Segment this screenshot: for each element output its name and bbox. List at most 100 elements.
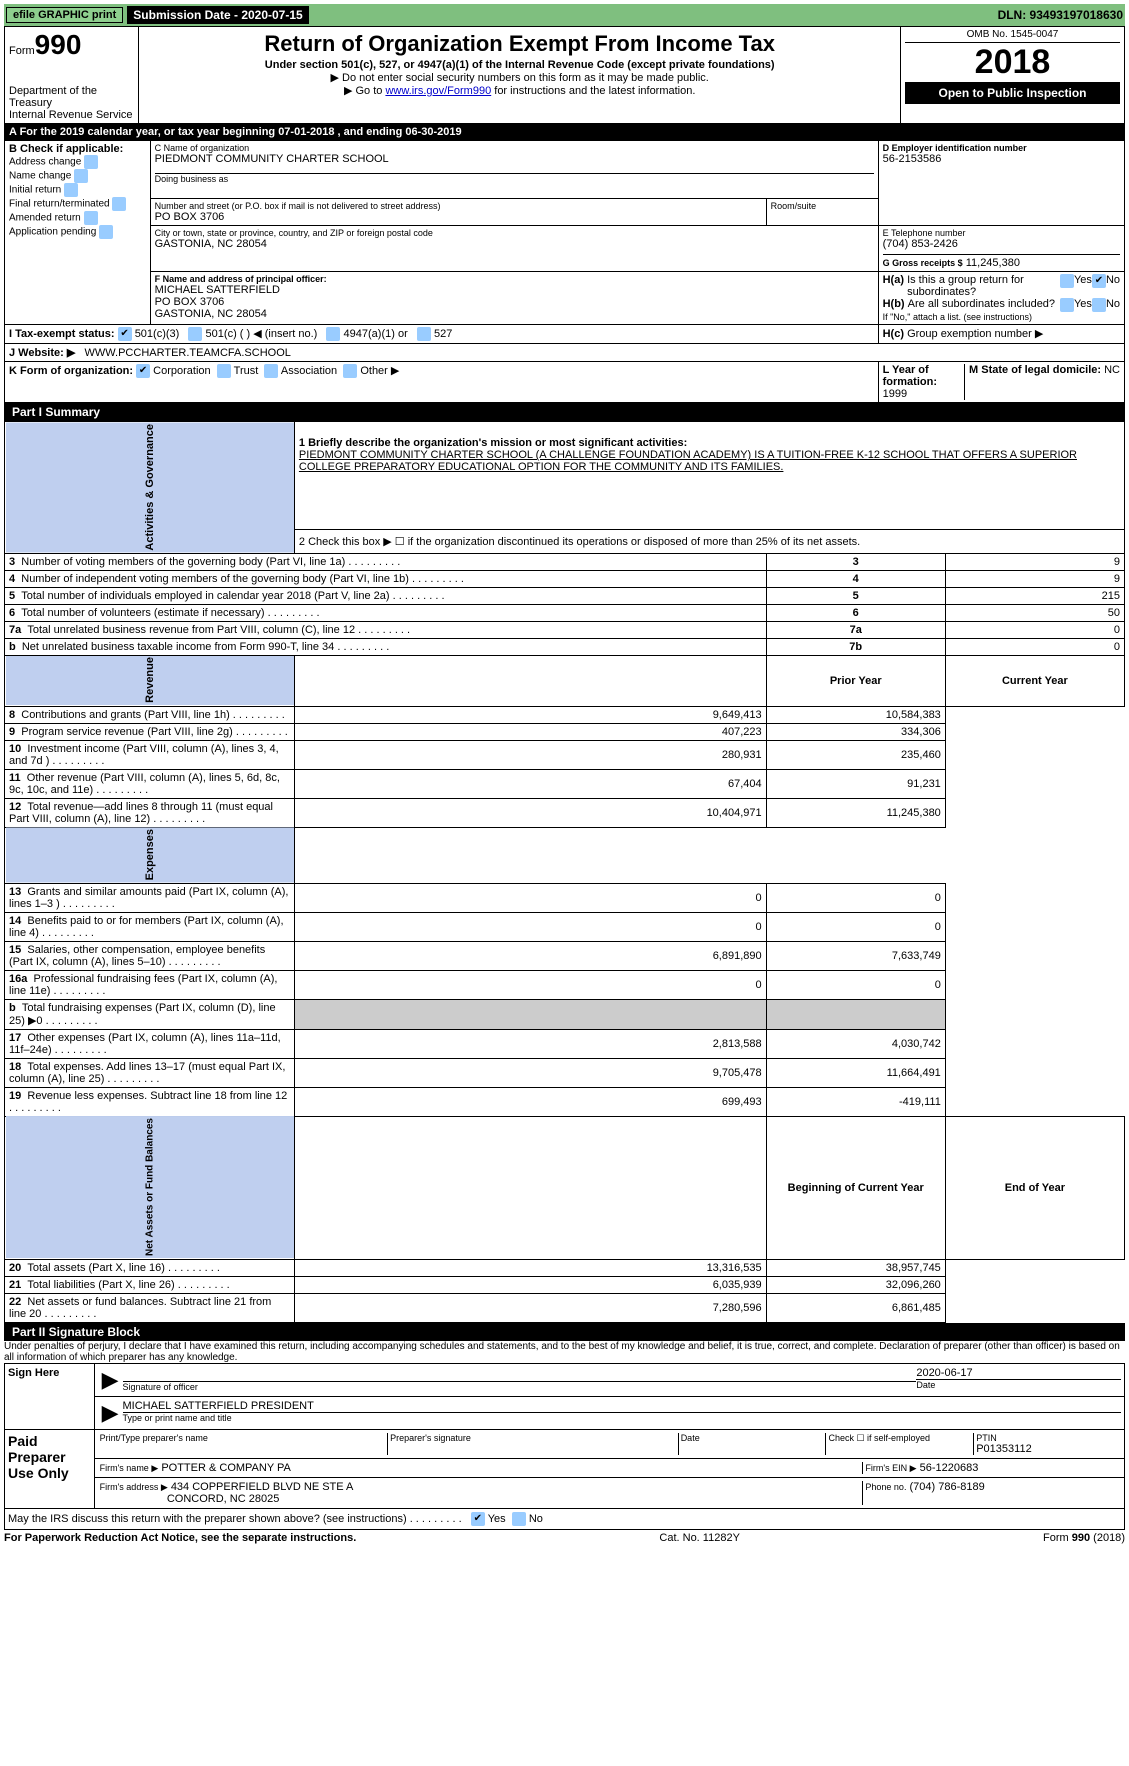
c527-checkbox[interactable] bbox=[417, 327, 431, 341]
part1-header: Part I Summary bbox=[4, 403, 1125, 421]
end-year-header: End of Year bbox=[945, 1116, 1124, 1259]
part2-header: Part II Signature Block bbox=[4, 1323, 1125, 1341]
table-row: 8 Contributions and grants (Part VIII, l… bbox=[5, 706, 1125, 723]
year-formation-label: L Year of formation: bbox=[883, 364, 937, 388]
table-row: 18 Total expenses. Add lines 13–17 (must… bbox=[5, 1058, 1125, 1087]
table-row: 15 Salaries, other compensation, employe… bbox=[5, 941, 1125, 970]
hc-text: Group exemption number ▶ bbox=[907, 328, 1043, 340]
ha-yes-checkbox[interactable] bbox=[1060, 274, 1074, 288]
paid-preparer-label: Paid Preparer Use Only bbox=[8, 1433, 69, 1481]
tax-year: 2018 bbox=[905, 43, 1120, 82]
dept-treasury: Department of the Treasury bbox=[9, 85, 134, 109]
table-row: b Total fundraising expenses (Part IX, c… bbox=[5, 999, 1125, 1029]
box-b-item: Name change bbox=[9, 169, 146, 183]
begin-year-header: Beginning of Current Year bbox=[766, 1116, 945, 1259]
line2: 2 Check this box ▶ ☐ if the organization… bbox=[294, 529, 1124, 553]
omb-number: OMB No. 1545-0047 bbox=[905, 29, 1120, 43]
expenses-label: Expenses bbox=[5, 827, 295, 883]
ha-text: Is this a group return for subordinates? bbox=[907, 274, 1060, 298]
discuss-no-checkbox[interactable] bbox=[512, 1512, 526, 1526]
discuss-question: May the IRS discuss this return with the… bbox=[8, 1513, 462, 1525]
open-public-badge: Open to Public Inspection bbox=[905, 82, 1120, 104]
ein-label: D Employer identification number bbox=[883, 143, 1120, 153]
ptin-label: PTIN bbox=[976, 1433, 1119, 1443]
footer-mid: Cat. No. 11282Y bbox=[659, 1532, 740, 1544]
officer-addr2: GASTONIA, NC 28054 bbox=[155, 308, 874, 320]
mission-text: PIEDMONT COMMUNITY CHARTER SCHOOL (A CHA… bbox=[299, 449, 1120, 473]
table-row: b Net unrelated business taxable income … bbox=[5, 638, 1125, 655]
c4947-checkbox[interactable] bbox=[326, 327, 340, 341]
sig-arrow-icon: ▶ bbox=[98, 1367, 123, 1393]
footer-left: For Paperwork Reduction Act Notice, see … bbox=[4, 1532, 356, 1544]
hc-label: H(c) bbox=[883, 328, 904, 340]
city-value: GASTONIA, NC 28054 bbox=[155, 238, 874, 250]
firm-ein-label: Firm's EIN ▶ bbox=[865, 1463, 916, 1473]
tax-year-range: A For the 2019 calendar year, or tax yea… bbox=[4, 124, 1125, 140]
firm-name: POTTER & COMPANY PA bbox=[161, 1462, 291, 1474]
note-ssn: ▶ Do not enter social security numbers o… bbox=[143, 71, 896, 84]
table-row: 19 Revenue less expenses. Subtract line … bbox=[5, 1087, 1125, 1116]
ha-no-checkbox[interactable]: ✔ bbox=[1092, 274, 1106, 288]
addr-label: Number and street (or P.O. box if mail i… bbox=[155, 201, 762, 211]
form-number: 990 bbox=[35, 29, 82, 60]
sig-date: 2020-06-17 bbox=[916, 1367, 1121, 1380]
header-block: Form990 Department of the Treasury Inter… bbox=[4, 26, 1125, 124]
table-row: 22 Net assets or fund balances. Subtract… bbox=[5, 1293, 1125, 1322]
table-row: 6 Total number of volunteers (estimate i… bbox=[5, 604, 1125, 621]
activities-label: Activities & Governance bbox=[5, 422, 295, 554]
table-row: 20 Total assets (Part X, line 16)13,316,… bbox=[5, 1259, 1125, 1276]
gross-label: G Gross receipts $ bbox=[883, 258, 963, 268]
date-label: Date bbox=[916, 1380, 1121, 1390]
table-row: 17 Other expenses (Part IX, column (A), … bbox=[5, 1029, 1125, 1058]
table-row: 9 Program service revenue (Part VIII, li… bbox=[5, 723, 1125, 740]
prep-sig-label: Preparer's signature bbox=[390, 1433, 676, 1443]
officer-addr1: PO BOX 3706 bbox=[155, 296, 874, 308]
c501c3-checkbox[interactable]: ✔ bbox=[118, 327, 132, 341]
table-row: 3 Number of voting members of the govern… bbox=[5, 553, 1125, 570]
box-b-label: B Check if applicable: bbox=[9, 143, 146, 155]
prior-year-header: Prior Year bbox=[766, 655, 945, 706]
signature-block: Sign Here ▶ Signature of officer 2020-06… bbox=[4, 1363, 1125, 1530]
room-label: Room/suite bbox=[771, 201, 874, 211]
c501c-checkbox[interactable] bbox=[188, 327, 202, 341]
submission-date: Submission Date - 2020-07-15 bbox=[127, 6, 308, 24]
table-row: 13 Grants and similar amounts paid (Part… bbox=[5, 883, 1125, 912]
trust-checkbox[interactable] bbox=[217, 364, 231, 378]
top-bar: efile GRAPHIC print Submission Date - 20… bbox=[4, 4, 1125, 26]
efile-button[interactable]: efile GRAPHIC print bbox=[6, 7, 123, 23]
firm-addr1: 434 COPPERFIELD BLVD NE STE A bbox=[171, 1481, 354, 1493]
org-name: PIEDMONT COMMUNITY CHARTER SCHOOL bbox=[155, 153, 874, 165]
line1-label: 1 Briefly describe the organization's mi… bbox=[299, 437, 1120, 449]
firm-addr2: CONCORD, NC 28025 bbox=[167, 1493, 279, 1505]
revenue-label: Revenue bbox=[5, 655, 295, 706]
box-b-item: Final return/terminated bbox=[9, 197, 146, 211]
domicile-label: M State of legal domicile: bbox=[969, 364, 1101, 376]
hb-label: H(b) bbox=[883, 298, 905, 312]
table-row: 11 Other revenue (Part VIII, column (A),… bbox=[5, 769, 1125, 798]
self-employed-check[interactable]: Check ☐ if self-employed bbox=[828, 1433, 971, 1444]
ptin-value: P01353112 bbox=[976, 1443, 1119, 1455]
form-title: Return of Organization Exempt From Incom… bbox=[143, 31, 896, 57]
sig-officer-label: Signature of officer bbox=[123, 1382, 917, 1392]
type-name-label: Type or print name and title bbox=[123, 1413, 1121, 1423]
corp-checkbox[interactable]: ✔ bbox=[136, 364, 150, 378]
discuss-yes-checkbox[interactable]: ✔ bbox=[471, 1512, 485, 1526]
assoc-checkbox[interactable] bbox=[264, 364, 278, 378]
table-row: 12 Total revenue—add lines 8 through 11 … bbox=[5, 798, 1125, 827]
website-label: J Website: ▶ bbox=[9, 347, 75, 359]
dba-label: Doing business as bbox=[155, 174, 874, 184]
box-b-item: Initial return bbox=[9, 183, 146, 197]
box-b-item: Address change bbox=[9, 155, 146, 169]
officer-printed-name: MICHAEL SATTERFIELD PRESIDENT bbox=[123, 1400, 1121, 1413]
dln: DLN: 93493197018630 bbox=[998, 8, 1123, 22]
name-label: C Name of organization bbox=[155, 143, 874, 153]
hb-no-checkbox[interactable] bbox=[1092, 298, 1106, 312]
summary-table: Activities & Governance 1 Briefly descri… bbox=[4, 421, 1125, 1323]
other-checkbox[interactable] bbox=[343, 364, 357, 378]
irs-link[interactable]: www.irs.gov/Form990 bbox=[385, 85, 491, 97]
hb-yes-checkbox[interactable] bbox=[1060, 298, 1074, 312]
gross-value: 11,245,380 bbox=[966, 257, 1020, 269]
firm-addr-label: Firm's address ▶ bbox=[100, 1482, 168, 1492]
addr-value: PO BOX 3706 bbox=[155, 211, 762, 223]
print-name-label: Print/Type preparer's name bbox=[100, 1433, 386, 1443]
